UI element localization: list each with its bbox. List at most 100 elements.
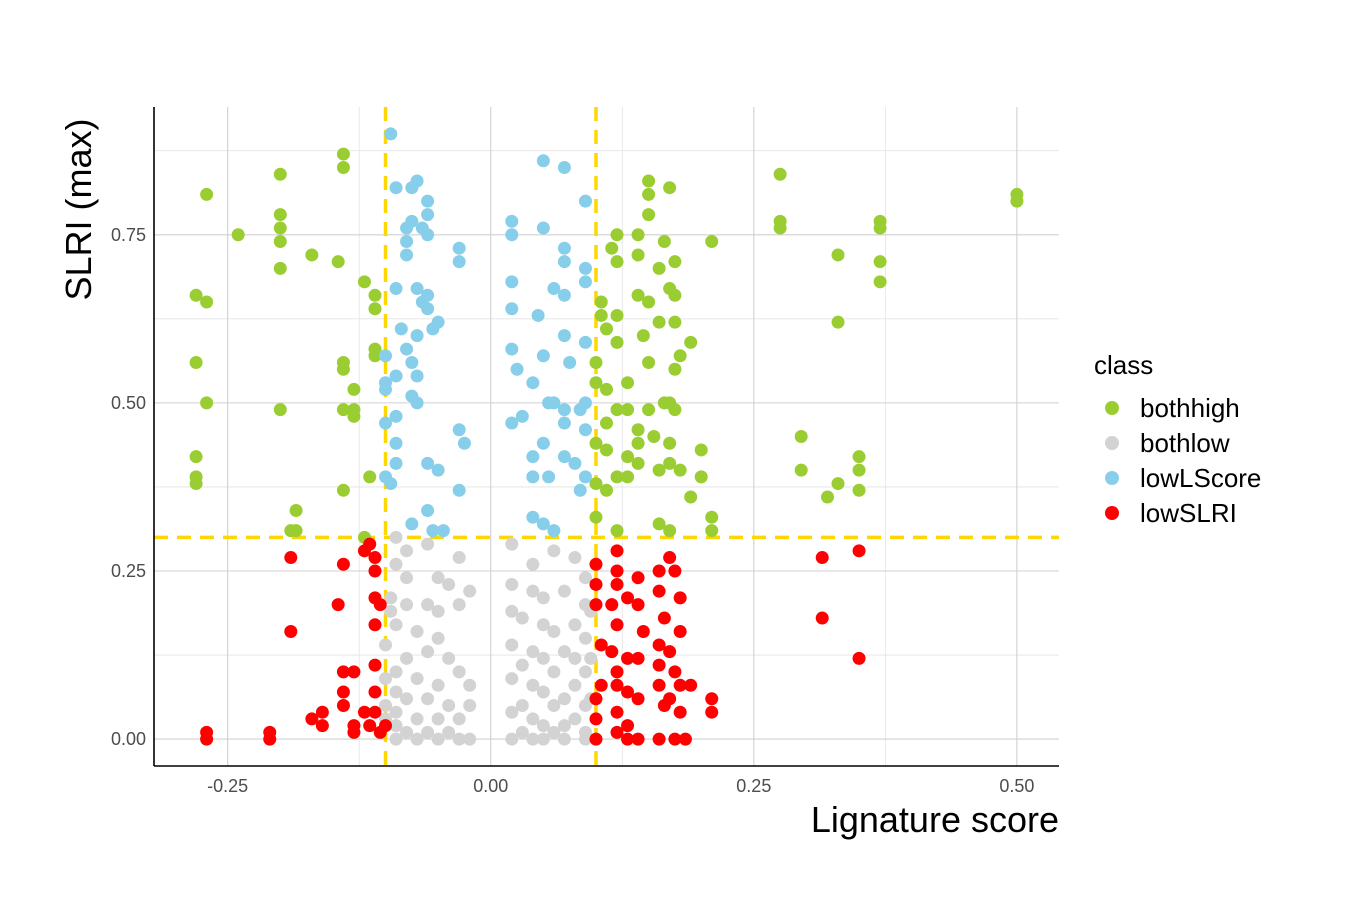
data-point-lowLScore xyxy=(557,241,571,255)
data-point-bothhigh xyxy=(347,409,361,423)
data-point-bothlow xyxy=(526,557,540,571)
data-point-lowLScore xyxy=(578,335,592,349)
data-point-lowLScore xyxy=(389,369,403,383)
data-point-bothhigh xyxy=(336,403,350,417)
data-point-lowSLRI xyxy=(610,678,624,692)
data-point-lowLScore xyxy=(557,450,571,464)
data-point-lowLScore xyxy=(426,524,440,538)
legend-key-lowSLRI xyxy=(1105,506,1119,520)
data-point-lowSLRI xyxy=(684,678,698,692)
data-point-lowLScore xyxy=(379,416,393,430)
x-axis-title: Lignature score xyxy=(811,799,1059,840)
data-point-bothlow xyxy=(389,705,403,719)
data-point-lowLScore xyxy=(436,524,450,538)
data-point-lowLScore xyxy=(389,181,403,195)
data-point-bothlow xyxy=(568,551,582,565)
data-point-bothhigh xyxy=(642,295,656,309)
legend-title: class xyxy=(1094,350,1153,380)
data-point-bothhigh xyxy=(368,349,382,363)
data-point-bothhigh xyxy=(773,167,787,181)
data-point-lowLScore xyxy=(400,342,414,356)
data-point-lowLScore xyxy=(536,436,550,450)
data-point-lowSLRI xyxy=(363,537,377,551)
data-point-bothhigh xyxy=(668,403,682,417)
data-point-bothhigh xyxy=(273,403,287,417)
data-point-lowLScore xyxy=(505,416,519,430)
data-point-bothhigh xyxy=(589,477,603,491)
data-point-lowLScore xyxy=(547,282,561,296)
data-point-lowLScore xyxy=(578,194,592,208)
data-point-lowSLRI xyxy=(610,705,624,719)
data-point-lowLScore xyxy=(510,362,524,376)
data-point-bothlow xyxy=(410,712,424,726)
data-point-bothhigh xyxy=(621,450,635,464)
data-point-lowSLRI xyxy=(652,584,666,598)
data-point-lowLScore xyxy=(379,349,393,363)
data-point-bothhigh xyxy=(852,463,866,477)
grid-lines xyxy=(154,107,1059,766)
data-point-bothlow xyxy=(526,584,540,598)
x-tick-label: 0.00 xyxy=(473,776,508,796)
data-point-lowSLRI xyxy=(610,577,624,591)
x-tick-label: -0.25 xyxy=(207,776,248,796)
data-point-bothhigh xyxy=(684,490,698,504)
data-point-bothlow xyxy=(442,698,456,712)
data-point-bothhigh xyxy=(631,248,645,262)
data-point-bothhigh xyxy=(831,248,845,262)
data-point-bothhigh xyxy=(657,396,671,410)
data-point-lowSLRI xyxy=(589,557,603,571)
data-point-lowSLRI xyxy=(357,705,371,719)
data-point-bothhigh xyxy=(305,248,319,262)
data-point-lowLScore xyxy=(426,322,440,336)
data-point-bothhigh xyxy=(594,295,608,309)
data-point-bothhigh xyxy=(610,403,624,417)
data-point-lowSLRI xyxy=(621,685,635,699)
data-point-lowSLRI xyxy=(657,611,671,625)
data-point-bothlow xyxy=(526,732,540,746)
data-point-lowSLRI xyxy=(605,598,619,612)
data-point-bothhigh xyxy=(831,477,845,491)
data-point-lowSLRI xyxy=(663,645,677,659)
data-point-lowLScore xyxy=(421,302,435,316)
data-point-bothhigh xyxy=(705,234,719,248)
data-point-lowLScore xyxy=(405,517,419,531)
data-point-bothlow xyxy=(526,678,540,692)
data-point-bothlow xyxy=(384,604,398,618)
data-point-bothlow xyxy=(379,672,393,686)
data-point-bothlow xyxy=(505,577,519,591)
data-point-bothhigh xyxy=(642,208,656,222)
data-point-bothlow xyxy=(452,665,466,679)
data-point-bothhigh xyxy=(589,376,603,390)
data-point-bothlow xyxy=(389,732,403,746)
data-point-lowLScore xyxy=(547,524,561,538)
data-point-lowLScore xyxy=(505,342,519,356)
data-point-bothhigh xyxy=(610,524,624,538)
data-point-bothhigh xyxy=(200,295,214,309)
data-point-bothlow xyxy=(568,651,582,665)
data-point-bothlow xyxy=(578,665,592,679)
data-point-bothhigh xyxy=(347,382,361,396)
data-point-bothlow xyxy=(547,698,561,712)
data-point-bothlow xyxy=(452,598,466,612)
data-point-bothhigh xyxy=(357,275,371,289)
data-point-bothlow xyxy=(505,732,519,746)
data-point-bothhigh xyxy=(668,255,682,269)
data-point-bothhigh xyxy=(642,356,656,370)
data-point-bothhigh xyxy=(336,483,350,497)
data-point-lowSLRI xyxy=(621,732,635,746)
data-point-lowSLRI xyxy=(815,611,829,625)
legend-label-lowSLRI: lowSLRI xyxy=(1140,498,1237,528)
data-point-lowSLRI xyxy=(331,598,345,612)
y-tick-label: 0.00 xyxy=(111,729,146,749)
legend-key-bothhigh xyxy=(1105,401,1119,415)
data-point-bothhigh xyxy=(794,463,808,477)
data-point-lowSLRI xyxy=(610,665,624,679)
data-point-lowSLRI xyxy=(373,598,387,612)
data-point-lowSLRI xyxy=(284,551,298,565)
data-point-bothlow xyxy=(557,732,571,746)
data-point-lowSLRI xyxy=(336,557,350,571)
data-point-lowLScore xyxy=(578,261,592,275)
data-point-bothhigh xyxy=(273,221,287,235)
data-point-lowLScore xyxy=(505,214,519,228)
data-point-bothhigh xyxy=(273,167,287,181)
